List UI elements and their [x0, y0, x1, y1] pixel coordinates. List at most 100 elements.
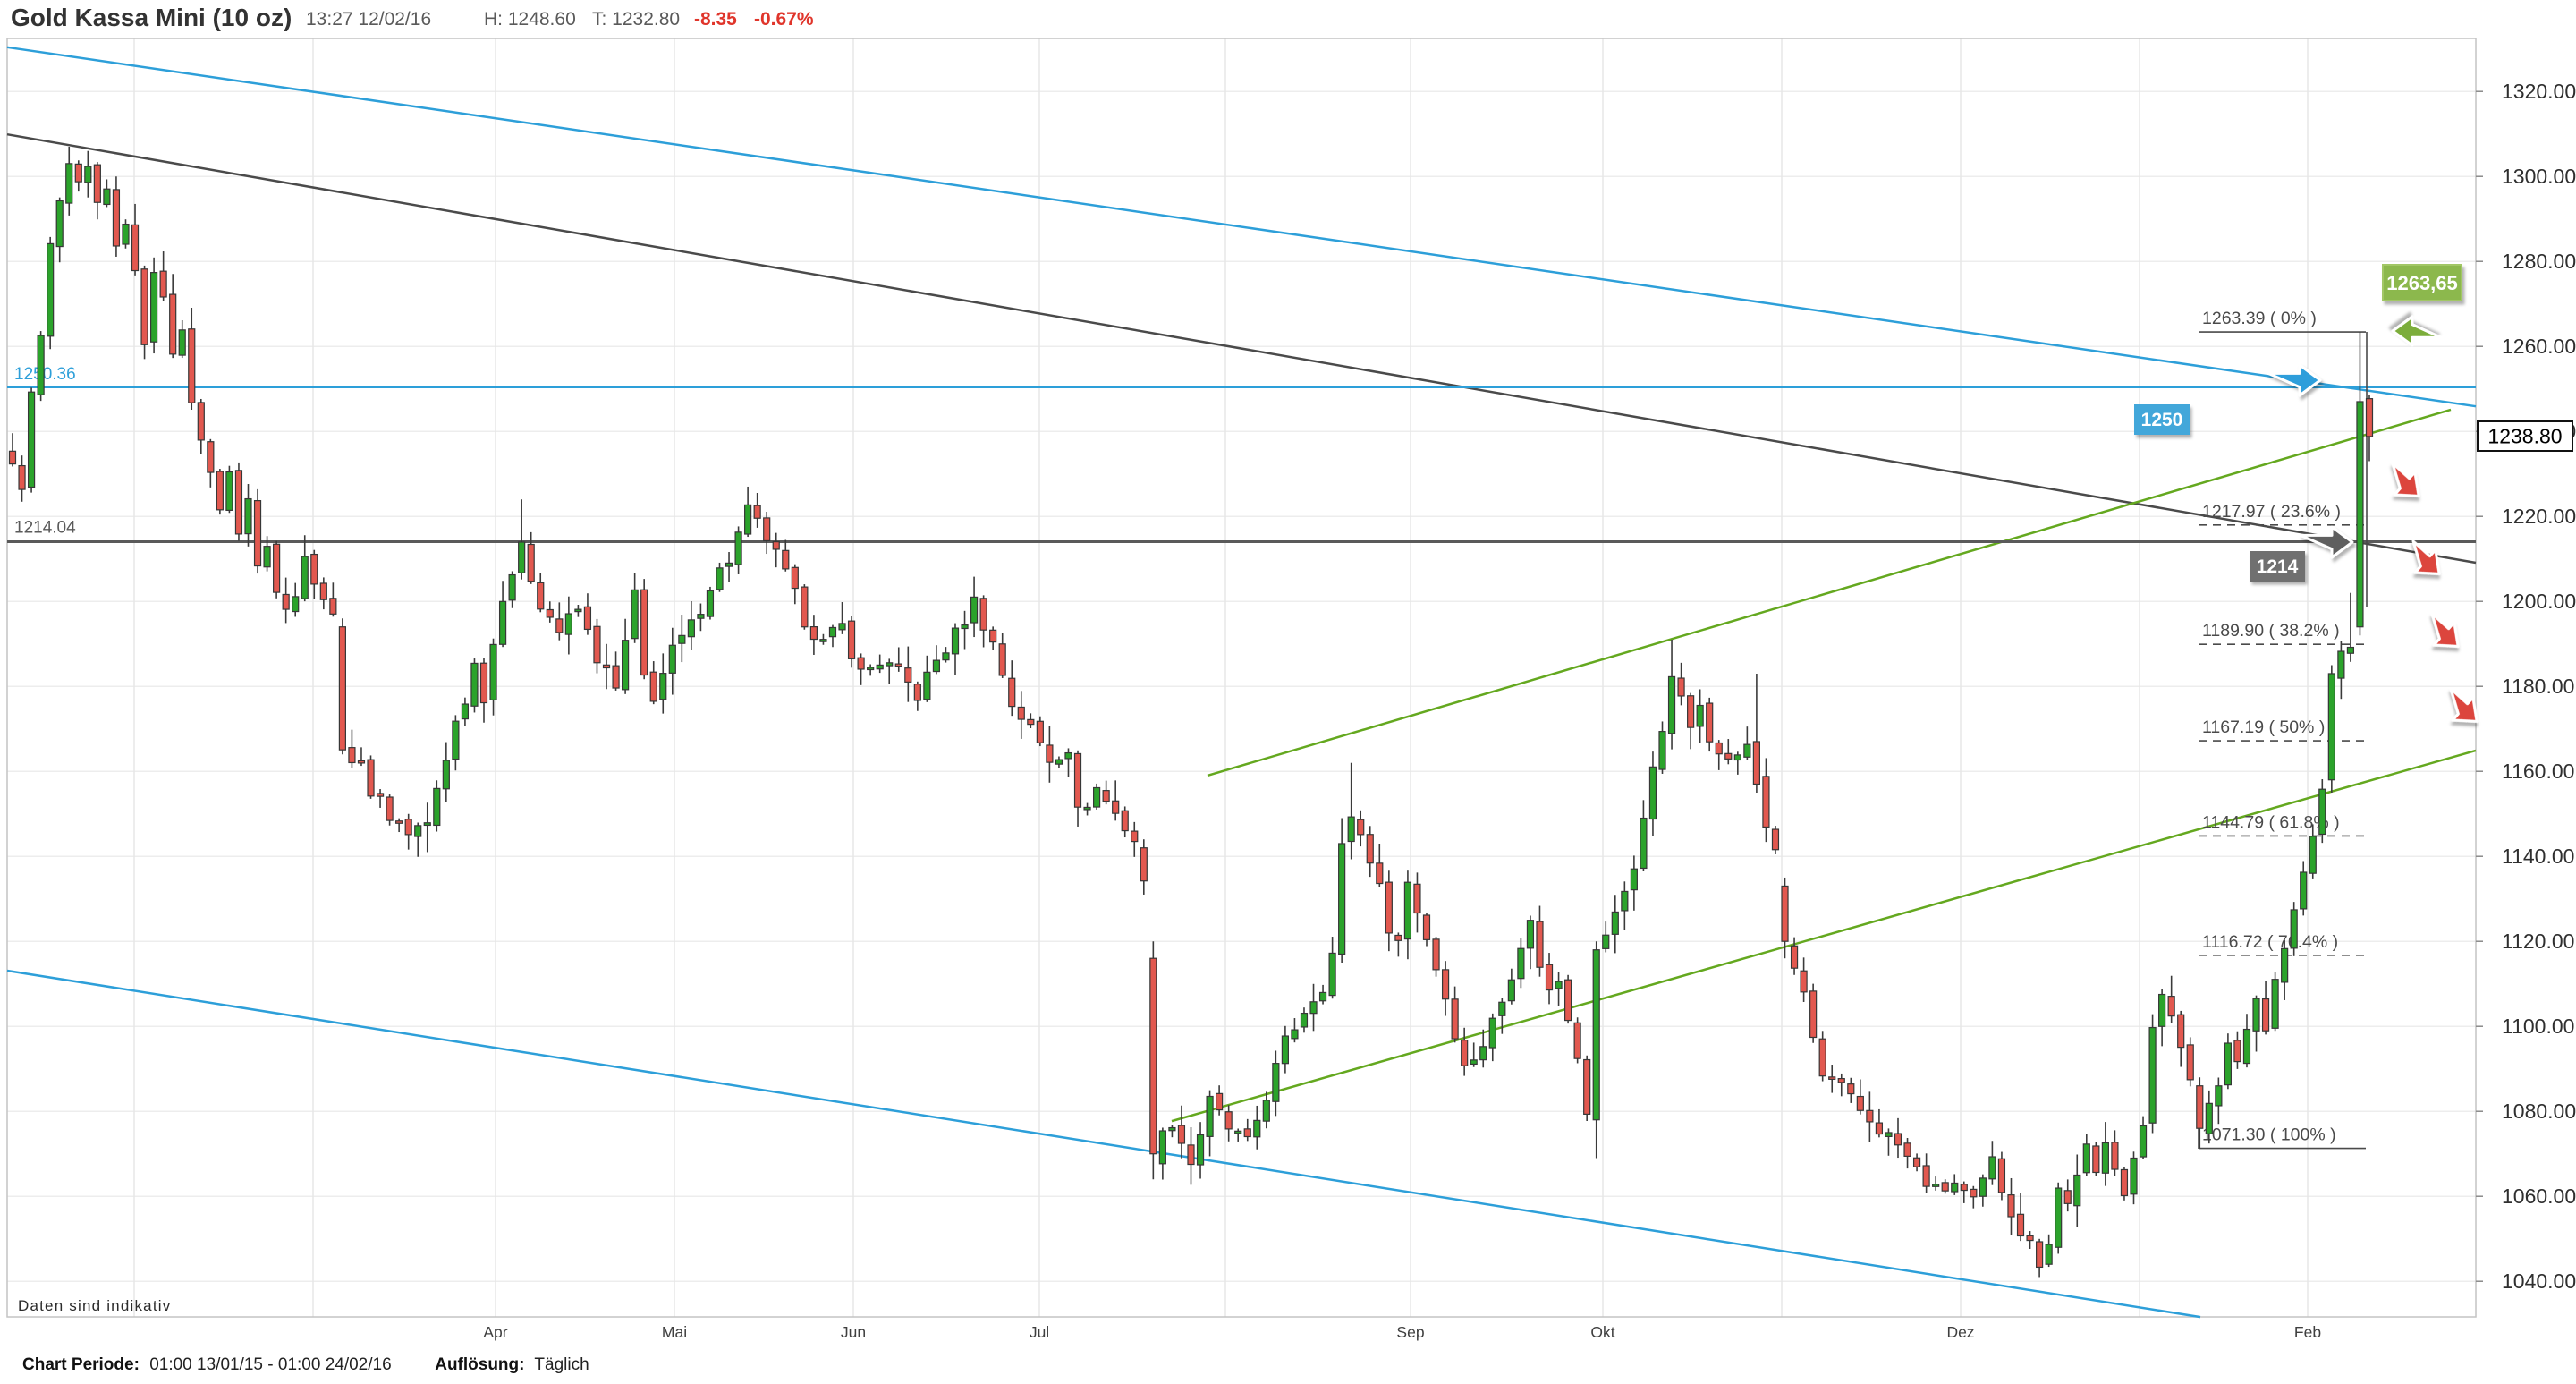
- quote-last: T: 1232.80: [592, 9, 681, 30]
- channel-bottom-blue[interactable]: [6, 969, 2201, 1319]
- candle-down: [169, 293, 177, 355]
- candle-up: [951, 627, 960, 655]
- candle-down: [2365, 398, 2374, 437]
- candle-down: [140, 268, 148, 345]
- chart-header: Gold Kassa Mini (10 oz) 13:27 12/02/16 H…: [0, 0, 2576, 38]
- fibonacci-retracement[interactable]: 1263.39 ( 0% ) 1217.97 ( 23.6% ) 1189.90 (…: [2198, 309, 2368, 1150]
- gray-right-arrow[interactable]: [2299, 525, 2354, 559]
- candle-up: [2130, 1157, 2138, 1195]
- candle-up: [1281, 1035, 1290, 1065]
- candle-down: [847, 620, 856, 659]
- green-left-arrow[interactable]: [2391, 315, 2443, 347]
- candle-down: [1762, 776, 1770, 828]
- candle-down: [1451, 998, 1459, 1040]
- candle-up: [2073, 1174, 2081, 1207]
- candle-up: [84, 166, 92, 183]
- candle-down: [1027, 718, 1035, 726]
- candle-up: [301, 556, 309, 599]
- candle-down: [979, 598, 987, 631]
- channel-top-blue[interactable]: [6, 46, 2477, 408]
- blue-right-arrow[interactable]: [2267, 363, 2322, 397]
- candle-down: [1903, 1142, 1911, 1157]
- plot-border: [6, 38, 2477, 1318]
- rising-channel-bottom[interactable]: [1171, 749, 2477, 1123]
- candle-up: [150, 272, 158, 343]
- candle-up: [2346, 646, 2355, 654]
- candle-up: [1253, 1119, 1261, 1138]
- resistance-1250-badge-label: 1250: [2141, 410, 2183, 430]
- candle-down: [894, 663, 902, 667]
- candle-up: [1743, 743, 1751, 758]
- candle-down: [74, 163, 82, 183]
- red-arrow-1[interactable]: [2378, 457, 2429, 507]
- candle-up: [724, 562, 733, 567]
- rising-channel-top[interactable]: [1207, 408, 2452, 777]
- red-arrow-4[interactable]: [2436, 683, 2487, 733]
- candle-down: [18, 464, 26, 490]
- candle-down: [1818, 1038, 1826, 1077]
- candle-up: [621, 640, 630, 691]
- candle-down: [1461, 1040, 1469, 1066]
- current-price-label: 1238.80: [2487, 425, 2562, 448]
- candle-down: [1441, 969, 1450, 1000]
- candle-up: [1055, 759, 1063, 765]
- candle-down: [2036, 1241, 2044, 1269]
- candle-up: [518, 541, 526, 573]
- candle-up: [1158, 1130, 1166, 1165]
- candle-down: [1121, 810, 1129, 832]
- candle-up: [1168, 1126, 1176, 1132]
- candle-up: [414, 825, 422, 837]
- candle-down: [1545, 964, 1554, 991]
- candle-down: [1828, 1076, 1836, 1080]
- candle-down: [1809, 990, 1818, 1039]
- candle-down: [338, 626, 346, 751]
- candle-up: [2158, 993, 2166, 1027]
- red-arrow-3[interactable]: [2418, 607, 2469, 658]
- candle-up: [923, 671, 931, 700]
- trendlines[interactable]: [6, 46, 2477, 1319]
- candle-down: [1563, 979, 1572, 1022]
- candle-down: [1856, 1095, 1864, 1111]
- axis-price-label: 1040.00: [2502, 1269, 2576, 1293]
- candle-up: [1988, 1156, 1996, 1180]
- candle-up: [828, 626, 837, 638]
- candle-up: [2082, 1143, 2090, 1174]
- candle-up: [1206, 1095, 1214, 1137]
- axis-price-label: 1100.00: [2502, 1015, 2574, 1038]
- candle-down: [763, 517, 771, 542]
- candle-up: [716, 567, 724, 590]
- fib-label-38.2%: 1189.90 ( 38.2% ): [2202, 621, 2340, 641]
- candle-up: [2242, 1028, 2251, 1065]
- candle-down: [612, 665, 620, 689]
- target-price-badge[interactable]: [2382, 264, 2462, 301]
- time-axis[interactable]: Apr Mai Jun Jul Sep Okt Dez Feb: [483, 1323, 2321, 1341]
- fib-label-0%: 1263.39 ( 0% ): [2202, 309, 2317, 328]
- axis-price-label: 1320.00: [2502, 80, 2576, 103]
- candle-up: [1479, 1046, 1487, 1061]
- axis-price-label: 1060.00: [2502, 1184, 2576, 1208]
- axis-month-label: Dez: [1946, 1323, 1974, 1341]
- axis-month-label: Mai: [662, 1323, 687, 1341]
- indicative-note: Daten sind indikativ: [18, 1297, 172, 1314]
- candle-down: [1413, 883, 1421, 914]
- annotations[interactable]: 1263,65 1238.80: [2267, 264, 2573, 733]
- resistance-gray[interactable]: [6, 132, 2477, 565]
- horizontal-levels[interactable]: 1250.36 1250 1214.04 1214: [7, 365, 2476, 582]
- candle-down: [188, 328, 196, 403]
- candle-up: [1885, 1132, 1893, 1138]
- candle-up: [1234, 1130, 1242, 1134]
- candle-up: [1309, 1001, 1318, 1015]
- candle-up: [55, 200, 64, 248]
- candle-down: [1866, 1109, 1874, 1123]
- resistance-1250-badge[interactable]: [2134, 404, 2190, 435]
- red-arrow-2[interactable]: [2399, 535, 2450, 585]
- candle-down: [386, 796, 394, 821]
- period-label: Chart Periode:: [22, 1355, 140, 1374]
- candle-down: [1922, 1165, 1930, 1187]
- candle-up: [433, 787, 441, 827]
- price-axis[interactable]: 1040.00 1060.00 1080.00 1100.00 1120.00 1140.…: [2476, 80, 2576, 1293]
- candle-down: [93, 164, 101, 203]
- support-1214-badge[interactable]: [2250, 551, 2305, 582]
- candle-down: [1131, 830, 1139, 843]
